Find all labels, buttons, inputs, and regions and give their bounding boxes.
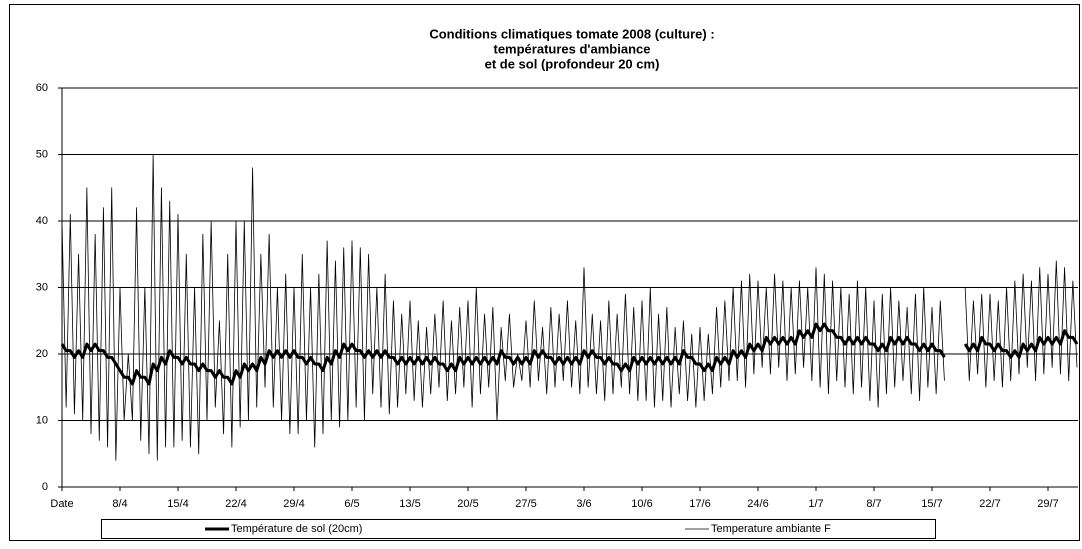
chart-title: températures d'ambiance — [494, 41, 651, 56]
y-tick-label: 20 — [36, 348, 48, 360]
x-tick-label: 22/4 — [225, 498, 246, 510]
chart-title: Conditions climatiques tomate 2008 (cult… — [429, 26, 714, 41]
series-line — [60, 322, 1079, 386]
x-tick-label: 29/4 — [283, 498, 304, 510]
chart-title: et de sol (profondeur 20 cm) — [485, 56, 660, 71]
x-tick-label: 6/5 — [344, 498, 359, 510]
legend-box — [101, 519, 936, 539]
x-tick-label: 17/6 — [689, 498, 710, 510]
x-tick-label: 27/5 — [515, 498, 536, 510]
x-tick-label: 1/7 — [808, 498, 823, 510]
x-tick-label: 8/4 — [112, 498, 127, 510]
y-tick-label: 30 — [36, 281, 48, 293]
x-tick-label: 29/7 — [1037, 498, 1058, 510]
y-tick-label: 0 — [42, 481, 48, 493]
x-tick-label: 3/6 — [576, 498, 591, 510]
x-tick-label: 24/6 — [747, 498, 768, 510]
x-tick-label: 10/6 — [631, 498, 652, 510]
x-tick-label: Date — [50, 498, 73, 510]
x-tick-label: 20/5 — [457, 498, 478, 510]
y-tick-label: 40 — [36, 215, 48, 227]
y-tick-label: 60 — [36, 82, 48, 94]
x-tick-label: 8/7 — [866, 498, 881, 510]
y-tick-label: 10 — [36, 414, 48, 426]
legend-label: Température de sol (20cm) — [231, 523, 362, 535]
legend-label: Temperature ambiante F — [711, 523, 831, 535]
x-tick-label: 15/4 — [167, 498, 188, 510]
x-tick-label: 22/7 — [979, 498, 1000, 510]
x-tick-label: 13/5 — [399, 498, 420, 510]
y-tick-label: 50 — [36, 148, 48, 160]
x-tick-label: 15/7 — [921, 498, 942, 510]
